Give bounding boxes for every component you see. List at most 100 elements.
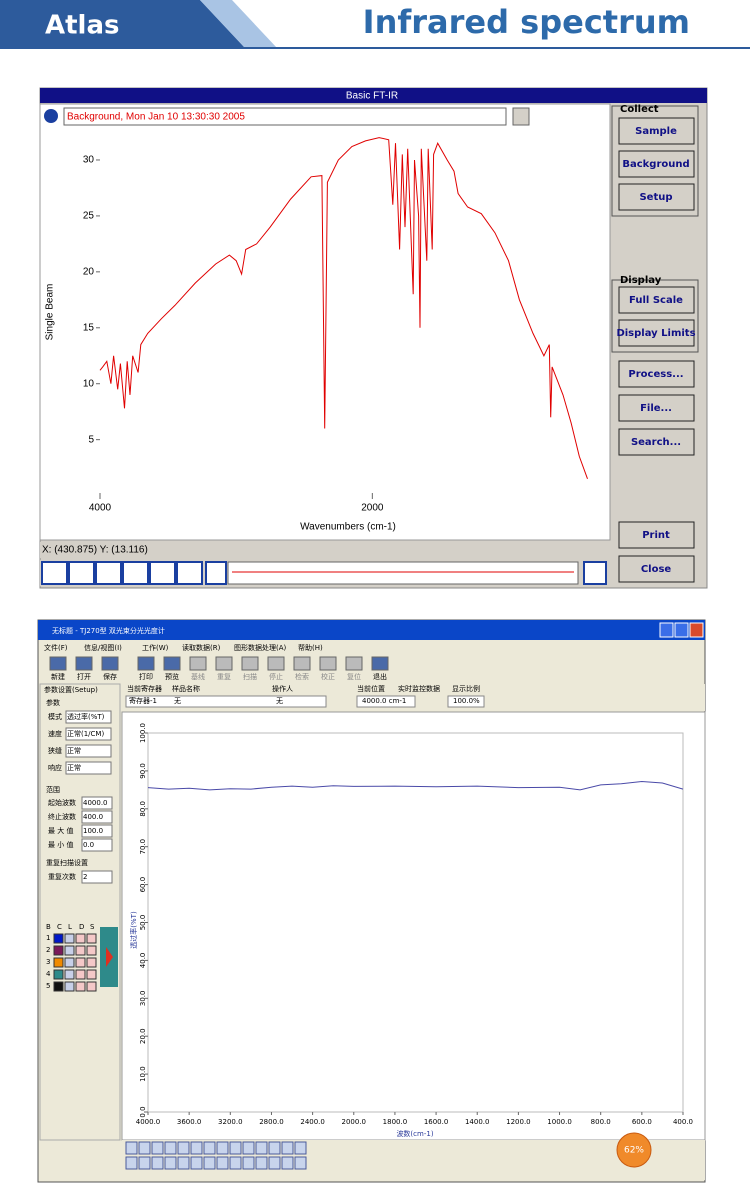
zoom-tool[interactable] <box>138 1141 151 1155</box>
menu-item[interactable]: 读取数据(R) <box>182 643 221 652</box>
toolbar-icon[interactable] <box>215 656 233 671</box>
param-value[interactable]: 正常(1/CM) <box>67 729 104 738</box>
range-value[interactable]: 400.0 <box>83 813 103 821</box>
range-value[interactable]: 0.0 <box>83 841 94 849</box>
register-flag[interactable] <box>86 945 97 956</box>
range-input[interactable] <box>81 838 113 852</box>
toolbar-icon[interactable] <box>267 656 285 671</box>
menu-item[interactable]: 工作(W) <box>142 643 169 652</box>
register-flag[interactable] <box>64 945 75 956</box>
toolbar-label[interactable]: 重复 <box>217 672 231 681</box>
zoom-tool[interactable] <box>203 1141 216 1155</box>
register-flag[interactable] <box>75 969 86 980</box>
range-input[interactable] <box>81 796 113 810</box>
zoom-tool[interactable] <box>229 1141 242 1155</box>
zoom-tool[interactable] <box>164 1156 177 1170</box>
zoom-tool[interactable] <box>138 1156 151 1170</box>
file-dropdown[interactable] <box>512 107 530 126</box>
zoom-tool[interactable] <box>164 1141 177 1155</box>
toolbar-label[interactable]: 打开 <box>77 672 91 681</box>
register-flag[interactable] <box>64 957 75 968</box>
zoom-tool[interactable] <box>242 1156 255 1170</box>
toolbar-label[interactable]: 新建 <box>51 672 65 681</box>
toolbar-icon[interactable] <box>101 656 119 671</box>
register-color[interactable] <box>53 945 64 956</box>
param-select[interactable] <box>65 710 112 724</box>
button[interactable] <box>618 183 695 211</box>
register-flag[interactable] <box>64 933 75 944</box>
zoom-tool[interactable] <box>190 1141 203 1155</box>
toolbar-label[interactable]: 扫描 <box>243 672 257 681</box>
button[interactable] <box>618 117 695 145</box>
register-color[interactable] <box>53 933 64 944</box>
register-color[interactable] <box>53 981 64 992</box>
tool-button[interactable] <box>122 561 149 585</box>
toolbar-label[interactable]: 基线 <box>191 672 205 681</box>
toolbar-icon[interactable] <box>371 656 389 671</box>
register-flag[interactable] <box>86 957 97 968</box>
param-select[interactable] <box>65 744 112 758</box>
setup-tab[interactable]: 参数设置(Setup) <box>44 685 98 694</box>
toolbar-icon[interactable] <box>319 656 337 671</box>
range-value[interactable]: 4000.0 <box>83 799 108 807</box>
button[interactable] <box>618 360 695 388</box>
info-icon[interactable] <box>44 109 58 123</box>
tool-button[interactable] <box>41 561 68 585</box>
range-value[interactable]: 100.0 <box>83 827 103 835</box>
button[interactable] <box>618 555 695 583</box>
zoom-tool[interactable] <box>216 1141 229 1155</box>
menu-item[interactable]: 文件(F) <box>44 643 68 652</box>
tool-button[interactable] <box>205 561 227 585</box>
zoom-tool[interactable] <box>281 1141 294 1155</box>
register-flag[interactable] <box>75 933 86 944</box>
toolbar-icon[interactable] <box>49 656 67 671</box>
button[interactable] <box>618 521 695 549</box>
register-flag[interactable] <box>86 969 97 980</box>
register-flag[interactable] <box>75 957 86 968</box>
zoom-tool[interactable] <box>294 1141 307 1155</box>
button[interactable] <box>618 428 695 456</box>
zoom-tool[interactable] <box>125 1156 138 1170</box>
toolbar-label[interactable]: 打印 <box>139 672 153 681</box>
close-button[interactable] <box>689 622 704 638</box>
toolbar-icon[interactable] <box>293 656 311 671</box>
button[interactable] <box>618 319 695 347</box>
zoom-tool[interactable] <box>281 1156 294 1170</box>
zoom-tool[interactable] <box>268 1141 281 1155</box>
maximize-button[interactable] <box>674 622 689 638</box>
toolbar-icon[interactable] <box>241 656 259 671</box>
param-select[interactable] <box>65 761 112 775</box>
minimize-button[interactable] <box>659 622 674 638</box>
param-value[interactable]: 透过率(%T) <box>67 712 105 721</box>
register-flag[interactable] <box>86 981 97 992</box>
zoom-tool[interactable] <box>242 1141 255 1155</box>
tool-button[interactable] <box>68 561 95 585</box>
toolbar-label[interactable]: 复位 <box>347 672 361 681</box>
range-input[interactable] <box>81 810 113 824</box>
zoom-tool[interactable] <box>151 1156 164 1170</box>
toolbar-icon[interactable] <box>137 656 155 671</box>
param-value[interactable]: 正常 <box>67 746 81 755</box>
toolbar-label[interactable]: 保存 <box>103 672 117 681</box>
register-flag[interactable] <box>64 981 75 992</box>
toolbar-icon[interactable] <box>75 656 93 671</box>
tool-button[interactable] <box>95 561 122 585</box>
toolbar-label[interactable]: 检索 <box>295 672 309 681</box>
toolbar-icon[interactable] <box>345 656 363 671</box>
register-color[interactable] <box>53 969 64 980</box>
register-flag[interactable] <box>86 933 97 944</box>
param-value[interactable]: 正常 <box>67 763 81 772</box>
zoom-tool[interactable] <box>177 1141 190 1155</box>
repeat-input[interactable] <box>81 870 113 884</box>
spectrum-thumbnail[interactable] <box>227 561 579 585</box>
register-flag[interactable] <box>75 981 86 992</box>
toolbar-label[interactable]: 停止 <box>269 672 283 681</box>
toolbar-label[interactable]: 校正 <box>321 672 335 681</box>
zoom-tool[interactable] <box>229 1156 242 1170</box>
range-input[interactable] <box>81 824 113 838</box>
zoom-tool[interactable] <box>203 1156 216 1170</box>
param-select[interactable] <box>65 727 112 741</box>
zoom-tool[interactable] <box>268 1156 281 1170</box>
zoom-tool[interactable] <box>255 1141 268 1155</box>
button[interactable] <box>618 150 695 178</box>
